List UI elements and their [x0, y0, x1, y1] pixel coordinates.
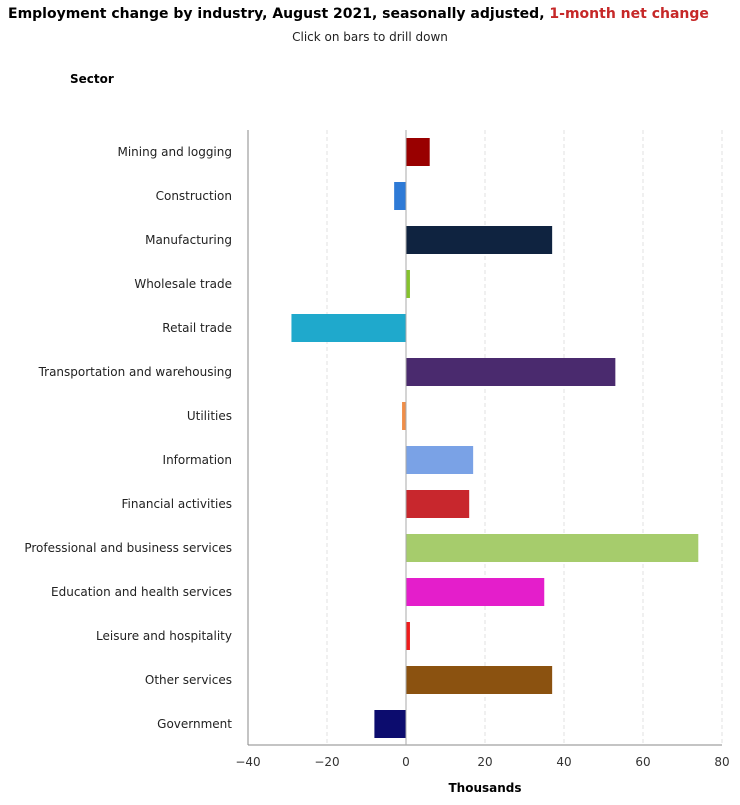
category-label: Transportation and warehousing	[38, 365, 232, 379]
bar-leisure-and-hospitality[interactable]	[406, 622, 410, 650]
bar-manufacturing[interactable]	[406, 226, 553, 254]
bar-professional-and-business-services[interactable]	[406, 534, 699, 562]
x-tick-label: 40	[556, 755, 571, 769]
category-label: Wholesale trade	[134, 277, 232, 291]
chart-title: Employment change by industry, August 20…	[8, 6, 709, 22]
category-label: Utilities	[187, 409, 232, 423]
x-axis-title: Thousands	[448, 781, 521, 795]
bar-other-services[interactable]	[406, 666, 553, 694]
bar-retail-trade[interactable]	[291, 314, 406, 342]
category-label: Leisure and hospitality	[96, 629, 232, 643]
x-tick-label: 80	[714, 755, 729, 769]
bar-information[interactable]	[406, 446, 474, 474]
category-labels: Mining and logging Construction Manufactur…	[24, 145, 232, 731]
x-tick-label: −40	[235, 755, 260, 769]
category-label: Information	[163, 453, 232, 467]
bar-construction[interactable]	[394, 182, 406, 210]
chart-subtitle: Click on bars to drill down	[292, 30, 448, 44]
category-label: Financial activities	[122, 497, 232, 511]
bar-government[interactable]	[374, 710, 406, 738]
category-label: Retail trade	[162, 321, 232, 335]
x-tick-label: 0	[402, 755, 410, 769]
bar-wholesale-trade[interactable]	[406, 270, 410, 298]
category-label: Construction	[156, 189, 232, 203]
category-label: Government	[157, 717, 232, 731]
category-label: Mining and logging	[117, 145, 232, 159]
category-label: Education and health services	[51, 585, 232, 599]
bar-mining-and-logging[interactable]	[406, 138, 430, 166]
bar-utilities[interactable]	[402, 402, 406, 430]
x-tick-label: −20	[314, 755, 339, 769]
x-tick-label: 60	[635, 755, 650, 769]
gridlines	[326, 130, 723, 745]
bars	[291, 138, 699, 738]
bar-financial-activities[interactable]	[406, 490, 470, 518]
x-tick-label: 20	[477, 755, 492, 769]
chart-title-main: Employment change by industry, August 20…	[8, 6, 545, 22]
chart-title-highlight: 1-month net change	[549, 6, 709, 22]
bar-education-and-health-services[interactable]	[406, 578, 545, 606]
category-label: Professional and business services	[24, 541, 232, 555]
bar-transportation-and-warehousing[interactable]	[406, 358, 616, 386]
category-label: Other services	[145, 673, 232, 687]
y-axis-title: Sector	[70, 72, 114, 86]
x-tick-labels: −40 −20 0 20 40 60 80	[235, 755, 729, 769]
category-label: Manufacturing	[145, 233, 232, 247]
